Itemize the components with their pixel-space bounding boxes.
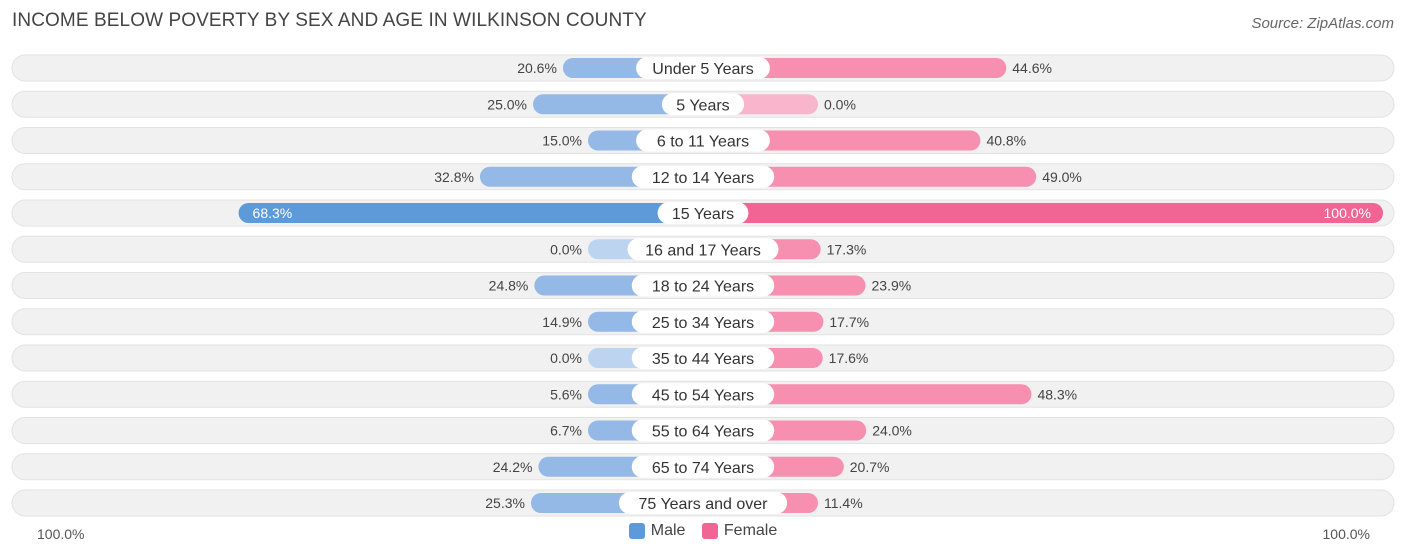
legend-label-female: Female [723,522,778,539]
category-pill [631,310,775,333]
category-label: 25 to 34 Years [652,315,754,332]
value-label-male: 5.6% [550,386,582,402]
legend-item-female[interactable]: Female [701,522,778,540]
category-label: Under 5 Years [652,61,753,78]
category-pill [661,93,745,116]
legend: Male Female [0,522,1406,544]
value-label-male: 68.3% [253,205,293,221]
legend-label-male: Male [650,522,686,539]
value-label-female: 44.6% [1012,60,1052,76]
value-label-female: 20.7% [850,459,890,475]
axis-right-label: 100.0% [1322,526,1370,542]
category-label: 15 Years [672,206,734,223]
category-label: 35 to 44 Years [652,351,754,368]
category-pill [631,383,775,406]
legend-swatch-male [628,523,645,539]
value-label-male: 24.2% [493,459,533,475]
source-label: Source: ZipAtlas.com [1251,15,1394,32]
category-label: 16 and 17 Years [645,242,761,259]
value-label-female: 11.4% [824,495,863,511]
category-pill [631,419,775,442]
bar-female [703,130,981,151]
category-pill [636,129,770,152]
bar-male [533,94,703,115]
legend-item-male[interactable]: Male [628,522,686,540]
category-pill [618,492,788,514]
chart-title: INCOME BELOW POVERTY BY SEX AND AGE IN W… [12,10,647,31]
category-pill [636,57,770,79]
category-label: 75 Years and over [639,496,769,513]
value-label-female: 23.9% [872,278,912,294]
value-label-female: 48.3% [1037,386,1077,402]
category-pill [657,202,749,224]
bar-female [703,166,1037,187]
category-label: 12 to 14 Years [652,170,754,187]
category-pill [631,274,775,297]
category-label: 65 to 74 Years [652,460,754,477]
value-label-female: 17.6% [829,350,869,366]
value-label-male: 14.9% [542,314,582,330]
axis-left-label: 100.0% [37,526,85,542]
value-label-male: 25.0% [487,96,527,112]
value-label-female: 17.3% [827,241,867,257]
value-label-female: 100.0% [1324,205,1371,221]
category-label: 18 to 24 Years [652,279,754,296]
value-label-male: 0.0% [550,241,582,257]
value-label-male: 24.8% [489,278,529,294]
value-label-male: 32.8% [434,169,474,185]
legend-swatch-female [701,523,718,539]
category-label: 5 Years [676,97,729,114]
category-label: 6 to 11 Years [657,134,749,151]
value-label-male: 25.3% [485,495,525,511]
bar-female [703,58,1007,78]
value-label-male: 15.0% [542,133,582,149]
category-label: 55 to 64 Years [652,424,754,441]
value-label-female: 17.7% [829,314,869,330]
category-label: 45 to 54 Years [652,387,754,404]
diverging-bar-chart: Under 5 Years 20.6% 44.6% 5 Years 25.0% 0.0% 6… [11,54,1395,517]
value-label-male: 20.6% [517,60,557,76]
bar-male [238,203,703,223]
value-label-female: 49.0% [1042,169,1082,185]
category-pill [631,347,775,369]
value-label-female: 40.8% [986,133,1026,149]
bar-female [703,203,1383,223]
bar-female [703,384,1032,405]
value-label-female: 24.0% [872,423,912,439]
category-pill [631,165,775,188]
value-label-male: 6.7% [550,423,582,439]
value-label-male: 0.0% [550,350,582,366]
value-label-female: 0.0% [824,96,856,112]
category-pill [631,455,775,478]
category-pill [627,238,779,261]
